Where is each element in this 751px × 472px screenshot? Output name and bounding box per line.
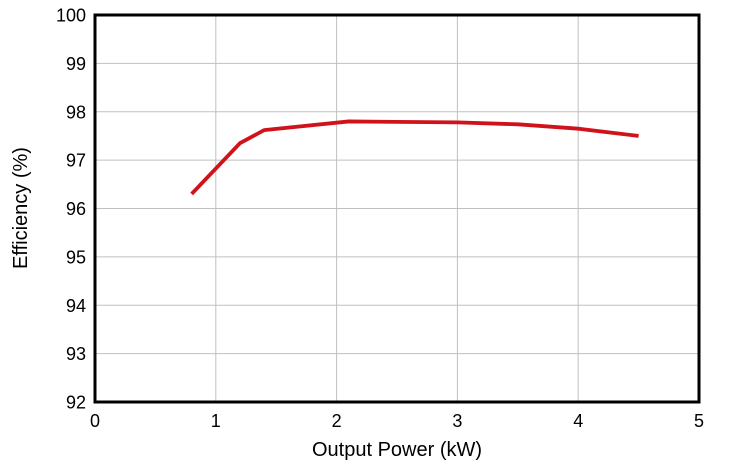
x-tick-label: 5 [694, 411, 704, 431]
y-tick-label: 99 [66, 54, 86, 74]
x-tick-label: 0 [90, 411, 100, 431]
y-tick-label: 94 [66, 296, 86, 316]
x-tick-label: 1 [211, 411, 221, 431]
x-axis-title: Output Power (kW) [311, 439, 483, 461]
y-tick-label: 96 [66, 199, 86, 219]
x-tick-label: 2 [332, 411, 342, 431]
y-tick-label: 98 [66, 102, 86, 122]
efficiency-curve [190, 119, 639, 196]
y-tick-label: 100 [56, 6, 86, 26]
plot-frame [93, 13, 701, 404]
y-tick-label: 95 [66, 247, 86, 267]
y-axis-title: Efficiency (%) [10, 147, 32, 269]
y-tick-label: 92 [66, 393, 86, 413]
y-tick-label: 97 [66, 151, 86, 171]
y-tick-label: 93 [66, 344, 86, 364]
x-tick-label: 3 [452, 411, 462, 431]
x-tick-label: 4 [573, 411, 583, 431]
